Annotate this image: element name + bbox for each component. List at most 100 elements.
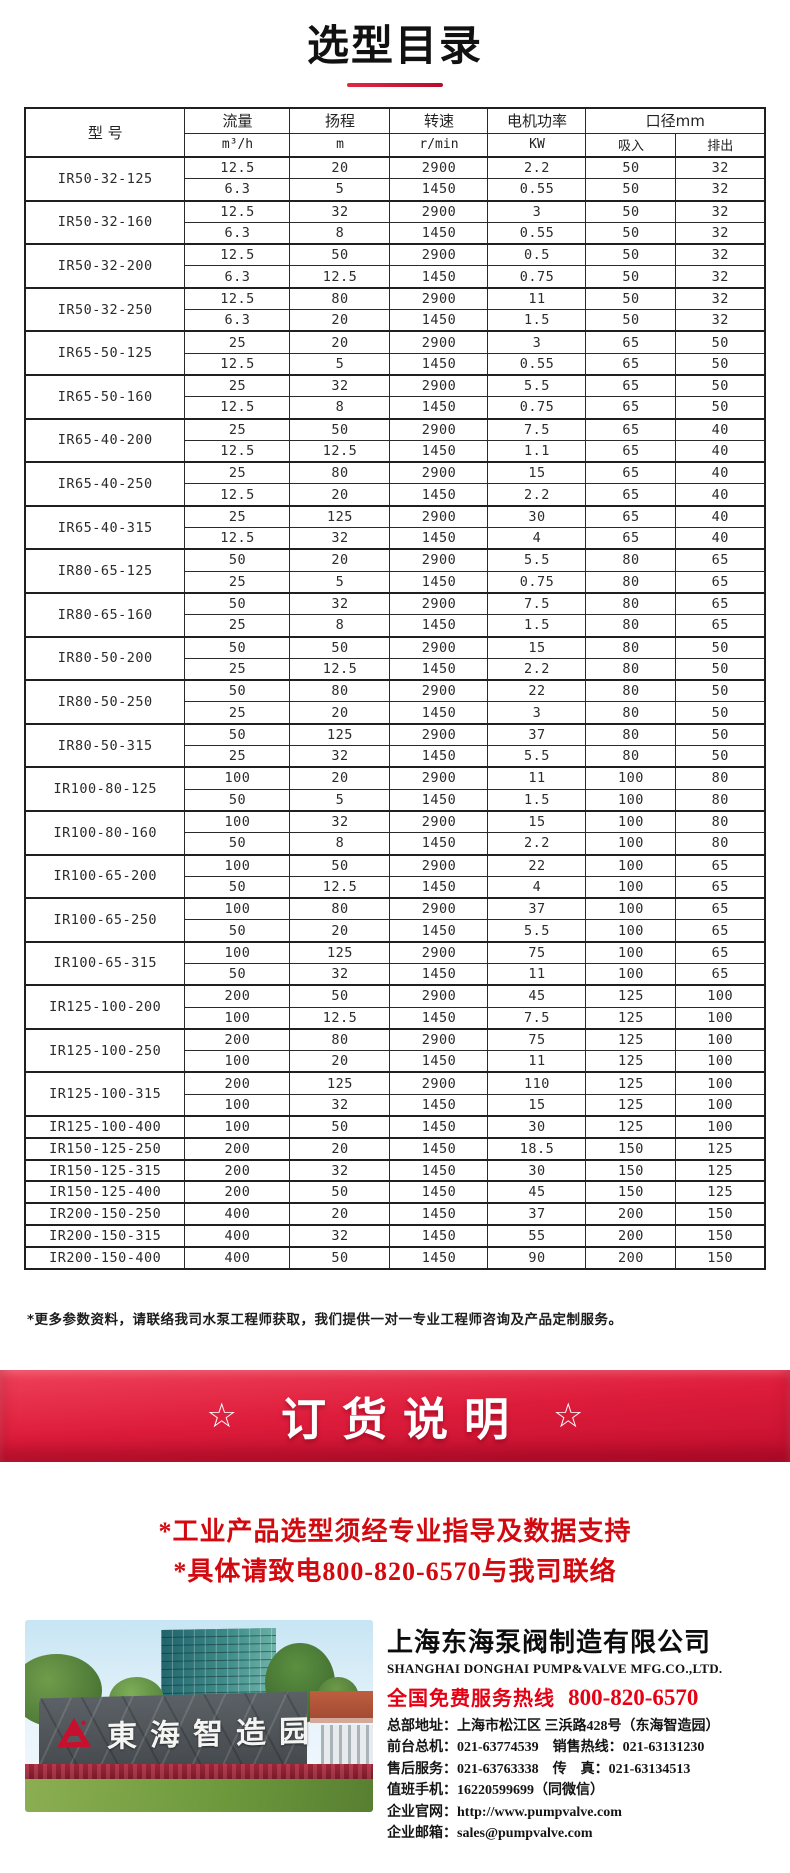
- spec-cell: 100: [585, 919, 677, 943]
- spec-cell: 1450: [389, 309, 489, 332]
- spec-cell: 100: [184, 1093, 291, 1117]
- spec-cell: 65: [675, 570, 766, 594]
- spec-cell: 80: [585, 635, 677, 659]
- spec-cell: 15: [487, 461, 587, 485]
- spec-cell: 75: [487, 940, 587, 964]
- spec-cell: 32: [289, 199, 391, 223]
- spec-cell: 40: [675, 417, 766, 441]
- spec-cell: 12.5: [184, 439, 291, 463]
- spec-cell: 80: [585, 745, 677, 768]
- spec-cell: 65: [585, 373, 677, 398]
- contact-line: 总部地址：上海市松江区 三浜路428号（东海智造园）: [387, 1718, 720, 1734]
- spec-cell: 100: [675, 1050, 766, 1073]
- spec-cell: 20: [289, 309, 391, 332]
- model-cell: IR80-50-315: [24, 722, 186, 768]
- table-row: IR80-50-250 50 80 2900 22 80 50: [24, 679, 766, 725]
- spec-cell: 1450: [389, 1158, 489, 1182]
- spec-cell: 12.5: [184, 396, 291, 420]
- spec-cell: 100: [585, 897, 677, 921]
- spec-cell: 32: [289, 745, 391, 768]
- spec-cell: 2900: [389, 809, 489, 834]
- spec-cell: 40: [675, 439, 766, 463]
- spec-cell: 125: [675, 1180, 766, 1204]
- spec-cell: 12.5: [184, 156, 291, 180]
- spec-cell: 2900: [389, 156, 489, 180]
- table-row: IR80-50-315 50 125 2900 37 80 50: [24, 722, 766, 768]
- model-cell: IR50-32-160: [24, 199, 186, 245]
- spec-cell: 400: [184, 1202, 291, 1226]
- company-name-en: SHANGHAI DONGHAI PUMP&VALVE MFG.CO.,LTD.: [387, 1660, 723, 1676]
- spec-cell: 125: [585, 1006, 677, 1030]
- model-cell: IR200-150-315: [24, 1224, 186, 1248]
- spec-cell: 1.5: [487, 614, 587, 638]
- spec-cell: 25: [184, 373, 291, 398]
- spec-cell: 0.75: [487, 265, 587, 289]
- spec-cell: 2900: [389, 243, 489, 267]
- model-cell: IR125-100-400: [24, 1115, 186, 1139]
- table-row: IR50-32-250 12.5 80 2900 11 50 32: [24, 286, 766, 332]
- table-row: IR125-100-200 200 50 2900 45 125 100: [24, 984, 766, 1030]
- spec-cell: 80: [675, 832, 766, 855]
- spec-cell: 2.2: [487, 657, 587, 681]
- table-row: IR125-100-250 200 80 2900 75 125 100: [24, 1027, 766, 1073]
- spec-cell: 22: [487, 853, 587, 877]
- order-note-line: *工业产品选型须经专业指导及数据支持: [158, 1516, 632, 1546]
- spec-cell: 200: [184, 1027, 291, 1052]
- spec-cell: 1450: [389, 1006, 489, 1030]
- spec-cell: 50: [675, 745, 766, 768]
- spec-cell: 65: [675, 614, 766, 638]
- spec-cell: 1450: [389, 962, 489, 986]
- table-row: IR65-50-160 25 32 2900 5.5 65 50: [24, 373, 766, 420]
- company-info: 上海东海泵阀制造有限公司 SHANGHAI DONGHAI PUMP&VALVE…: [373, 1620, 765, 1845]
- table-row: IR150-125-250 200 20 1450 18.5 150 125: [24, 1136, 766, 1161]
- spec-cell: 2900: [389, 373, 489, 398]
- spec-cell: 1450: [389, 701, 489, 725]
- table-row: 100 32 1450 15 125 100: [25, 1093, 766, 1117]
- header-power: 电机功率: [487, 107, 587, 134]
- table-row: IR100-80-160 100 32 2900 15 100 80: [24, 809, 766, 855]
- hotline-row: 全国免费服务热线 800-820-6570: [387, 1682, 765, 1711]
- order-note-line: *具体请致电800-820-6570与我司联络: [173, 1556, 617, 1586]
- spec-cell: 80: [675, 788, 766, 812]
- spec-cell: 2.2: [487, 483, 587, 507]
- spec-cell: 65: [675, 962, 766, 986]
- spec-cell: 200: [184, 1136, 291, 1161]
- spec-cell: 65: [585, 504, 677, 529]
- model-cell: IR200-150-400: [24, 1245, 186, 1270]
- spec-cell: 8: [289, 832, 391, 855]
- spec-cell: 2900: [389, 330, 489, 354]
- spec-cell: 25: [184, 417, 291, 441]
- spec-cell: 4: [487, 527, 587, 550]
- spec-cell: 5: [289, 788, 391, 812]
- spec-cell: 15: [487, 1093, 587, 1117]
- spec-cell: 25: [184, 614, 291, 638]
- spec-cell: 150: [675, 1224, 766, 1248]
- spec-cell: 65: [585, 439, 677, 463]
- spec-cell: 125: [585, 984, 677, 1008]
- photo-sign-text: 東海智造园: [106, 1714, 322, 1755]
- table-row: IR80-65-160 50 32 2900 7.5 80 65: [24, 591, 766, 638]
- spec-cell: 6.3: [184, 309, 291, 332]
- spec-cell: 32: [289, 1093, 391, 1117]
- spec-cell: 100: [585, 766, 677, 790]
- spec-cell: 125: [289, 504, 391, 529]
- spec-cell: 0.5: [487, 243, 587, 267]
- spec-cell: 20: [289, 1050, 391, 1073]
- spec-cell: 100: [585, 809, 677, 834]
- table-row: IR50-32-160 12.5 32 2900 3 50 32: [24, 199, 766, 245]
- spec-cell: 20: [289, 766, 391, 790]
- spec-cell: 12.5: [184, 199, 291, 223]
- spec-cell: 110: [487, 1071, 587, 1095]
- star-icon: ☆: [553, 1395, 584, 1436]
- spec-cell: 32: [289, 962, 391, 986]
- spec-cell: 32: [289, 373, 391, 398]
- spec-cell: 30: [487, 504, 587, 529]
- spec-cell: 100: [184, 897, 291, 921]
- photo-gate: [320, 1725, 373, 1766]
- spec-cell: 2900: [389, 897, 489, 921]
- spec-cell: 40: [675, 504, 766, 529]
- company-section: 東海智造园 上海东海泵阀制造有限公司 SHANGHAI DONGHAI PUMP…: [25, 1619, 765, 1845]
- spec-cell: 50: [184, 635, 291, 659]
- spec-cell: 1450: [389, 832, 489, 855]
- table-row: IR65-50-125 25 20 2900 3 65 50: [24, 330, 766, 376]
